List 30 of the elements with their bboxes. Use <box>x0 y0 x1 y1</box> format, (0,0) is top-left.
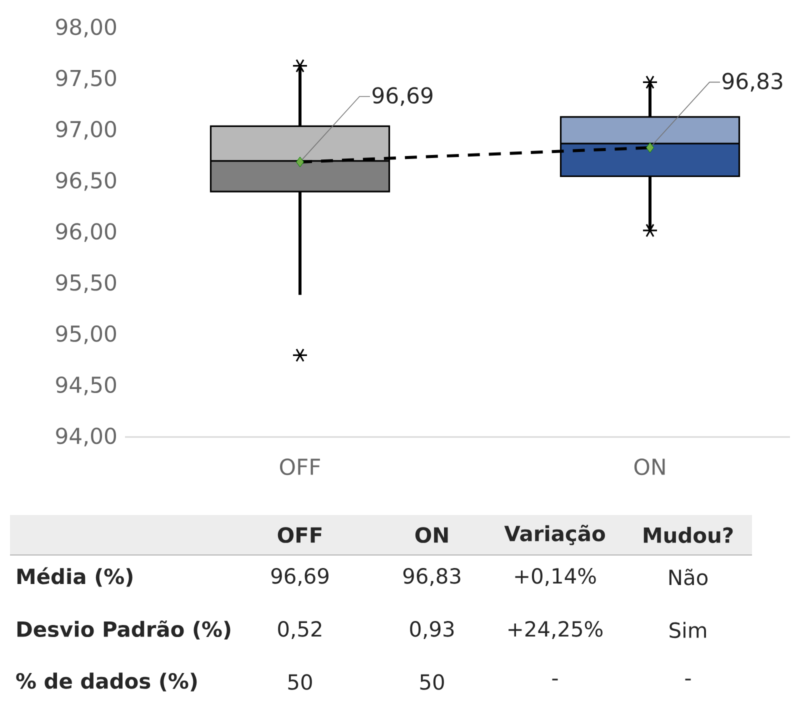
text: +0,14% <box>515 568 596 586</box>
text: - <box>685 678 691 680</box>
text: - <box>552 678 558 680</box>
text: +24,25% <box>508 621 602 639</box>
y-tick-label: 96,00 <box>56 223 116 242</box>
y-tick-label: 94,00 <box>56 428 116 446</box>
y-tick-label: 94,50 <box>56 376 116 396</box>
category-label: Média (%) <box>17 567 132 587</box>
category-label: ON <box>415 527 448 543</box>
category-label: Variação <box>504 524 605 546</box>
category-label: % de dados (%) <box>16 672 197 692</box>
annotation: 96,69 <box>372 87 432 106</box>
y-tick-label: 95,50 <box>56 274 116 294</box>
text: 0,93 <box>410 621 454 639</box>
text: 0,52 <box>278 621 322 639</box>
y-tick-label: 98,00 <box>56 18 116 38</box>
category-label: Desvio Padrão (%) <box>17 620 230 640</box>
y-tick-label: 95,00 <box>56 325 116 344</box>
text: Não <box>669 568 708 586</box>
category-label: OFF <box>278 527 322 543</box>
category-label: Mudou? <box>644 526 733 544</box>
annotation: 96,83 <box>722 72 782 92</box>
y-tick-label: 96,50 <box>56 172 116 191</box>
text: 96,83 <box>403 568 460 586</box>
text: Sim <box>670 622 706 638</box>
text: 96,69 <box>271 568 328 586</box>
y-tick-label: 97,50 <box>56 70 116 89</box>
text: 50 <box>420 674 444 690</box>
text: 50 <box>288 674 312 690</box>
y-tick-label: 97,00 <box>56 120 116 140</box>
